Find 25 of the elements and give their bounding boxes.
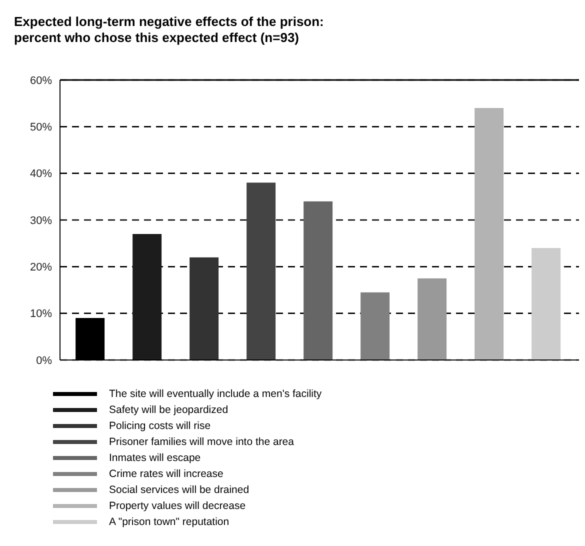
y-tick-label: 60% xyxy=(30,74,52,87)
y-tick-label: 10% xyxy=(30,308,52,320)
y-tick-label: 0% xyxy=(36,354,52,367)
legend-label: Policing costs will rise xyxy=(109,420,211,432)
y-tick-label: 20% xyxy=(30,262,52,274)
bar xyxy=(132,234,162,360)
chart-title: Expected long-term negative effects of the prison: percent who chose this expected effect (n=93) xyxy=(13,13,325,47)
bar xyxy=(246,182,276,360)
legend-label: Inmates will escape xyxy=(109,452,201,464)
legend-label: Crime rates will increase xyxy=(109,468,224,480)
bar xyxy=(474,108,504,360)
bar xyxy=(532,248,561,360)
legend-label: The site will eventually include a men's facility xyxy=(109,388,322,400)
bar xyxy=(190,257,219,360)
legend-label: A "prison town" reputation xyxy=(109,516,230,528)
bar xyxy=(360,292,390,360)
legend-label: Prisoner families will move into the area xyxy=(109,436,294,448)
bar xyxy=(304,201,333,360)
y-tick-label: 30% xyxy=(30,214,52,227)
y-tick-label: 40% xyxy=(30,168,52,180)
bar xyxy=(418,278,447,360)
y-tick-label: 50% xyxy=(30,122,52,134)
legend-label: Property values will decrease xyxy=(109,500,246,512)
legend-label: Social services will be drained xyxy=(109,484,250,496)
legend-label: Safety will be jeopardized xyxy=(109,404,228,416)
